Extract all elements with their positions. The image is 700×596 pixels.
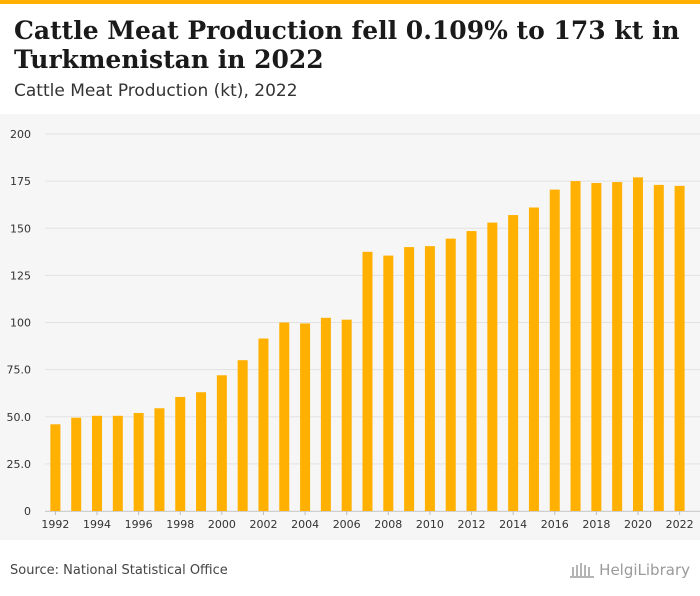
x-tick-label: 2000 bbox=[208, 518, 236, 531]
bar bbox=[549, 189, 560, 512]
x-tick-label: 1994 bbox=[83, 518, 111, 531]
bar bbox=[424, 246, 435, 511]
bar bbox=[71, 417, 82, 511]
bar bbox=[528, 207, 539, 511]
x-tick-label: 2008 bbox=[374, 518, 402, 531]
bar bbox=[133, 412, 144, 511]
y-tick-label: 25.0 bbox=[7, 458, 32, 471]
bar bbox=[154, 408, 165, 511]
accent-bar bbox=[0, 0, 700, 4]
bar bbox=[362, 251, 373, 511]
bar bbox=[383, 255, 394, 511]
bar bbox=[237, 360, 248, 511]
bar bbox=[674, 185, 685, 511]
x-tick-label: 2018 bbox=[582, 518, 610, 531]
x-tick-label: 2010 bbox=[416, 518, 444, 531]
y-tick-label: 75.0 bbox=[7, 364, 32, 377]
header: Cattle Meat Production fell 0.109% to 17… bbox=[0, 4, 700, 114]
bar bbox=[300, 323, 311, 511]
bar bbox=[341, 319, 352, 511]
x-tick-label: 2020 bbox=[624, 518, 652, 531]
bar bbox=[445, 238, 456, 511]
bar bbox=[404, 247, 415, 511]
x-tick-label: 1996 bbox=[125, 518, 153, 531]
bar bbox=[216, 375, 227, 511]
y-tick-label: 175 bbox=[10, 175, 31, 188]
bar bbox=[508, 215, 519, 511]
x-tick-label: 2022 bbox=[666, 518, 694, 531]
bar bbox=[112, 415, 123, 511]
y-tick-label: 150 bbox=[10, 222, 31, 235]
bar bbox=[487, 222, 498, 511]
logo-text: HelgiLibrary bbox=[599, 561, 690, 579]
bar bbox=[591, 183, 602, 511]
x-tick-label: 2006 bbox=[333, 518, 361, 531]
bar bbox=[632, 177, 643, 512]
y-tick-label: 100 bbox=[10, 317, 31, 330]
y-tick-label: 125 bbox=[10, 269, 31, 282]
x-tick-label: 1992 bbox=[41, 518, 69, 531]
library-building-icon bbox=[570, 563, 595, 578]
bar bbox=[175, 396, 186, 511]
bar bbox=[653, 184, 664, 511]
y-tick-label: 200 bbox=[10, 128, 31, 141]
bar bbox=[50, 424, 61, 511]
page-title: Cattle Meat Production fell 0.109% to 17… bbox=[14, 16, 680, 74]
x-tick-label: 2012 bbox=[458, 518, 486, 531]
bar bbox=[258, 338, 269, 511]
x-tick-label: 2002 bbox=[249, 518, 277, 531]
y-tick-label: 50.0 bbox=[7, 411, 32, 424]
bar-chart: 0 25.0 50.0 75.0 100 125 150 175 200 1992 1994 1996… bbox=[7, 128, 700, 531]
bar bbox=[320, 317, 331, 511]
bar bbox=[612, 182, 623, 511]
x-tick-label: 1998 bbox=[166, 518, 194, 531]
chart-subtitle: Cattle Meat Production (kt), 2022 bbox=[14, 81, 298, 101]
bar bbox=[466, 231, 477, 511]
source-note: Source: National Statistical Office bbox=[10, 563, 228, 578]
bar bbox=[570, 181, 581, 511]
x-tick-label: 2004 bbox=[291, 518, 319, 531]
x-tick-label: 2014 bbox=[499, 518, 527, 531]
x-tick-label: 2016 bbox=[541, 518, 569, 531]
bar bbox=[196, 392, 207, 511]
bar bbox=[279, 322, 290, 511]
y-tick-label: 0 bbox=[24, 505, 31, 518]
bar bbox=[92, 415, 103, 511]
helgi-library-logo: HelgiLibrary bbox=[569, 561, 690, 579]
